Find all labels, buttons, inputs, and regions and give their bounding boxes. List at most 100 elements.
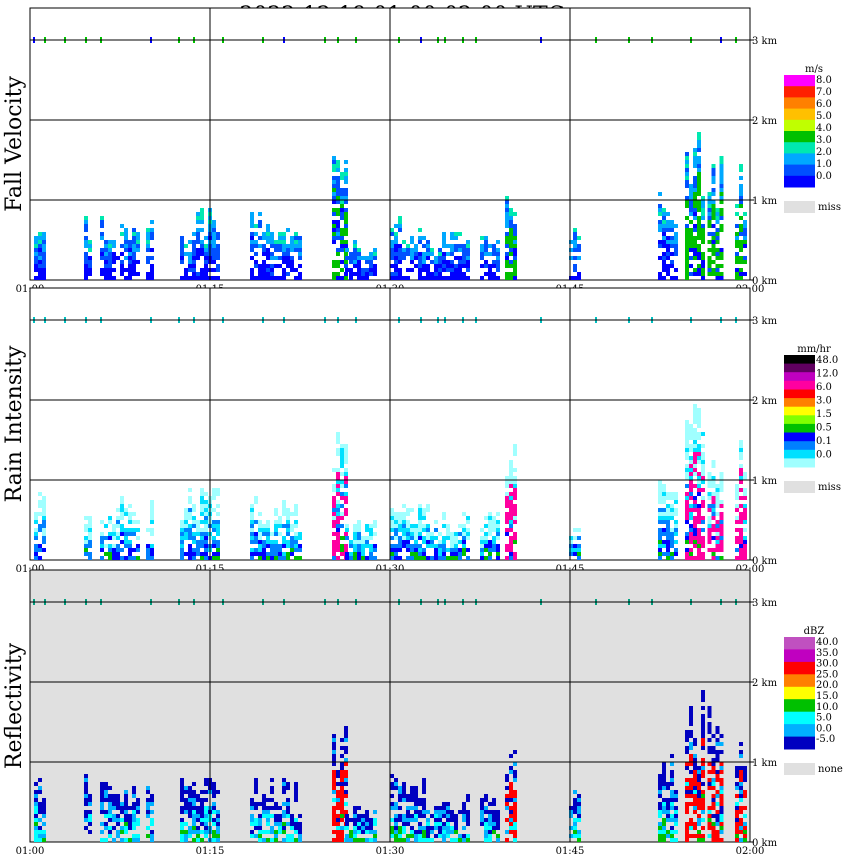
echo-cell [689, 184, 693, 188]
echo-cell [336, 184, 340, 188]
echo-cell [204, 814, 208, 818]
echo-cell [442, 552, 446, 556]
echo-cell [349, 544, 353, 548]
echo-cell [496, 256, 500, 260]
echo-cell [739, 260, 743, 264]
echo-cell [88, 810, 92, 814]
echo-cell [697, 766, 701, 770]
echo-cell [480, 552, 484, 556]
echo-cell [426, 276, 430, 280]
echo-cell [258, 268, 262, 272]
echo-cell [258, 512, 262, 516]
echo-cell [390, 802, 394, 806]
echo-cell [685, 786, 689, 790]
echo-cell [426, 264, 430, 268]
echo-cell [254, 260, 258, 264]
echo-cell [685, 476, 689, 480]
echo-cell [204, 492, 208, 496]
echo-cell [258, 224, 262, 228]
echo-cell [336, 276, 340, 280]
panel-1: 0 km1 km2 km3 km01:0001:1501:3001:4502:0… [2, 7, 841, 295]
echo-cell [250, 220, 254, 224]
echo-cell [739, 472, 743, 476]
echo-cell [505, 236, 509, 240]
echo-cell [390, 528, 394, 532]
echo-cell [132, 264, 136, 268]
echo-cell [84, 260, 88, 264]
echo-cell [414, 548, 418, 552]
echo-cell [258, 276, 262, 280]
echo-cell [192, 240, 196, 244]
legend-swatch [784, 75, 815, 87]
echo-cell [406, 798, 410, 802]
echo-cell [204, 778, 208, 782]
echo-cell [674, 830, 678, 834]
echo-cell [146, 272, 150, 276]
echo-cell [573, 552, 577, 556]
echo-cell [146, 232, 150, 236]
echo-cell [743, 544, 747, 548]
echo-cell [192, 252, 196, 256]
echo-cell [446, 822, 450, 826]
echo-cell [739, 204, 743, 208]
echo-cell [108, 244, 112, 248]
echo-cell [442, 540, 446, 544]
echo-cell [513, 452, 517, 456]
echo-cell [492, 802, 496, 806]
echo-cell [266, 536, 270, 540]
echo-cell [711, 556, 716, 560]
echo-cell [662, 484, 666, 488]
echo-cell [670, 276, 674, 280]
echo-cell [488, 268, 492, 272]
echo-cell [670, 806, 674, 810]
echo-cell [188, 536, 192, 540]
echo-cell [735, 260, 739, 264]
echo-cell [340, 818, 344, 822]
echo-cell [353, 830, 357, 834]
echo-cell [349, 540, 353, 544]
echo-cell [212, 536, 216, 540]
echo-cell [345, 838, 349, 842]
echo-cell [38, 236, 42, 240]
echo-cell [270, 552, 274, 556]
echo-cell [693, 484, 697, 488]
echo-cell [701, 480, 705, 484]
echo-cell [353, 272, 357, 276]
echo-cell [344, 472, 348, 476]
echo-cell [689, 192, 693, 196]
echo-cell [373, 544, 377, 548]
echo-cell [685, 464, 689, 468]
echo-cell [466, 838, 470, 842]
echo-cell [274, 544, 278, 548]
echo-cell [369, 552, 373, 556]
echo-cell [132, 818, 136, 822]
echo-cell [735, 548, 739, 552]
echo-cell [666, 244, 670, 248]
echo-cell [426, 818, 430, 822]
echo-cell [715, 512, 720, 516]
echo-cell [670, 532, 674, 536]
y-tick-label: 2 km [752, 396, 778, 407]
echo-cell [414, 806, 418, 810]
echo-cell [422, 276, 426, 280]
echo-cell [373, 830, 377, 834]
echo-cell [450, 818, 454, 822]
echo-cell [707, 196, 712, 200]
echo-cell [454, 826, 458, 830]
echo-cell [410, 818, 414, 822]
echo-cell [462, 528, 466, 532]
echo-cell [369, 260, 373, 264]
echo-cell [697, 452, 701, 456]
echo-cell [270, 838, 274, 842]
echo-cell [689, 710, 693, 714]
echo-cell [689, 734, 693, 738]
echo-cell [446, 806, 450, 810]
echo-cell [398, 216, 402, 220]
echo-cell [124, 818, 128, 822]
echo-cell [340, 176, 344, 180]
echo-cell [128, 818, 132, 822]
echo-cell [332, 236, 336, 240]
echo-cell [693, 762, 697, 766]
echo-cell [689, 432, 693, 436]
echo-cell [743, 794, 747, 798]
